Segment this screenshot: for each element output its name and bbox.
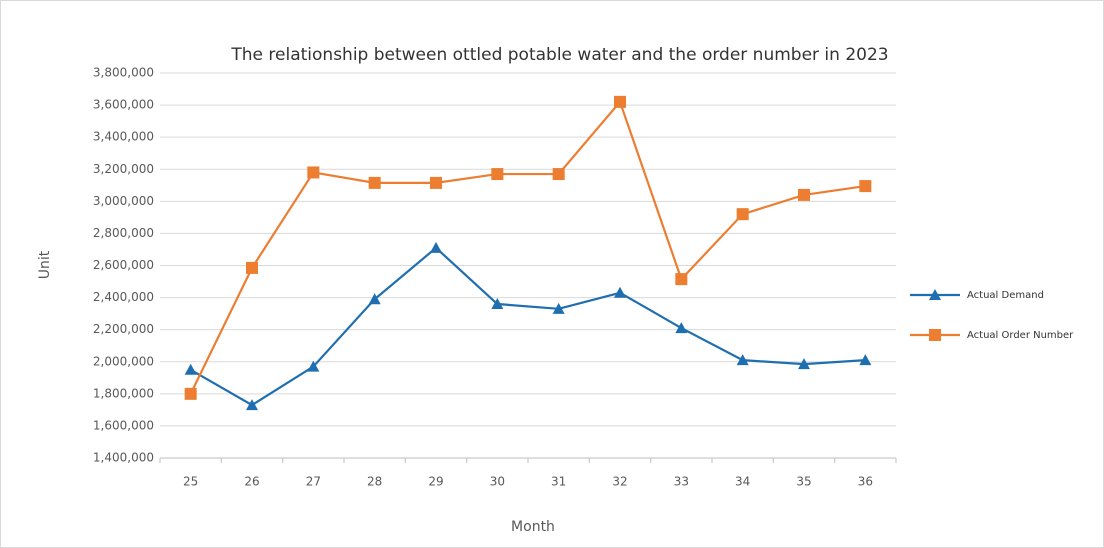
chart-title: The relationship between ottled potable …	[230, 45, 888, 65]
x-tick-label: 33	[674, 475, 689, 489]
data-point	[552, 302, 565, 314]
data-point	[246, 399, 258, 411]
x-tick-label: 36	[858, 475, 873, 489]
y-tick-label: 3,000,000	[93, 194, 154, 208]
data-point	[675, 322, 688, 334]
x-tick-label: 27	[306, 475, 321, 489]
data-point	[368, 176, 381, 189]
data-point	[614, 286, 626, 298]
data-point	[859, 354, 872, 366]
data-point	[675, 273, 688, 286]
x-tick-label: 26	[244, 475, 259, 489]
y-tick-label: 2,000,000	[93, 354, 154, 368]
data-point	[491, 168, 504, 181]
x-tick-label: 35	[796, 475, 811, 489]
y-tick-label: 3,800,000	[93, 66, 154, 80]
y-tick-label: 1,400,000	[93, 451, 154, 465]
y-tick-label: 2,200,000	[93, 322, 154, 336]
data-point	[184, 363, 197, 375]
series-line	[190, 246, 866, 407]
data-point	[246, 261, 258, 274]
data-point	[430, 176, 442, 189]
y-tick-label: 2,800,000	[93, 226, 154, 240]
legend-marker	[929, 289, 941, 300]
y-tick-label: 1,600,000	[93, 418, 154, 432]
data-point	[184, 387, 197, 400]
data-point	[798, 188, 810, 201]
x-axis-title: Month	[511, 519, 555, 535]
data-point	[798, 358, 810, 370]
legend-label: Actual Demand	[967, 290, 1044, 301]
series-line	[189, 99, 866, 395]
y-tick-label: 1,800,000	[93, 386, 154, 400]
data-point	[430, 241, 442, 253]
y-axis-title: Unit	[37, 250, 53, 279]
x-tick-label: 28	[367, 475, 382, 489]
x-tick-label: 32	[612, 475, 627, 489]
y-tick-label: 3,200,000	[93, 162, 154, 176]
x-tick-label: 34	[735, 475, 750, 489]
data-point	[736, 354, 749, 366]
y-tick-label: 3,400,000	[93, 130, 154, 144]
data-point	[307, 360, 320, 372]
legend-marker	[929, 329, 941, 341]
data-point	[552, 168, 565, 181]
x-tick-label: 29	[428, 475, 443, 489]
data-point	[614, 95, 626, 108]
data-point	[368, 293, 381, 305]
y-tick-label: 3,600,000	[93, 98, 154, 112]
x-tick-label: 25	[183, 475, 198, 489]
data-point	[491, 298, 504, 309]
legend-label: Actual Order Number	[967, 330, 1074, 341]
x-tick-label: 30	[490, 475, 505, 489]
data-point	[736, 208, 749, 221]
y-tick-label: 2,600,000	[93, 258, 154, 272]
y-tick-label: 2,400,000	[93, 290, 154, 304]
x-tick-label: 31	[551, 475, 566, 489]
data-point	[307, 166, 320, 179]
data-point	[859, 180, 872, 193]
